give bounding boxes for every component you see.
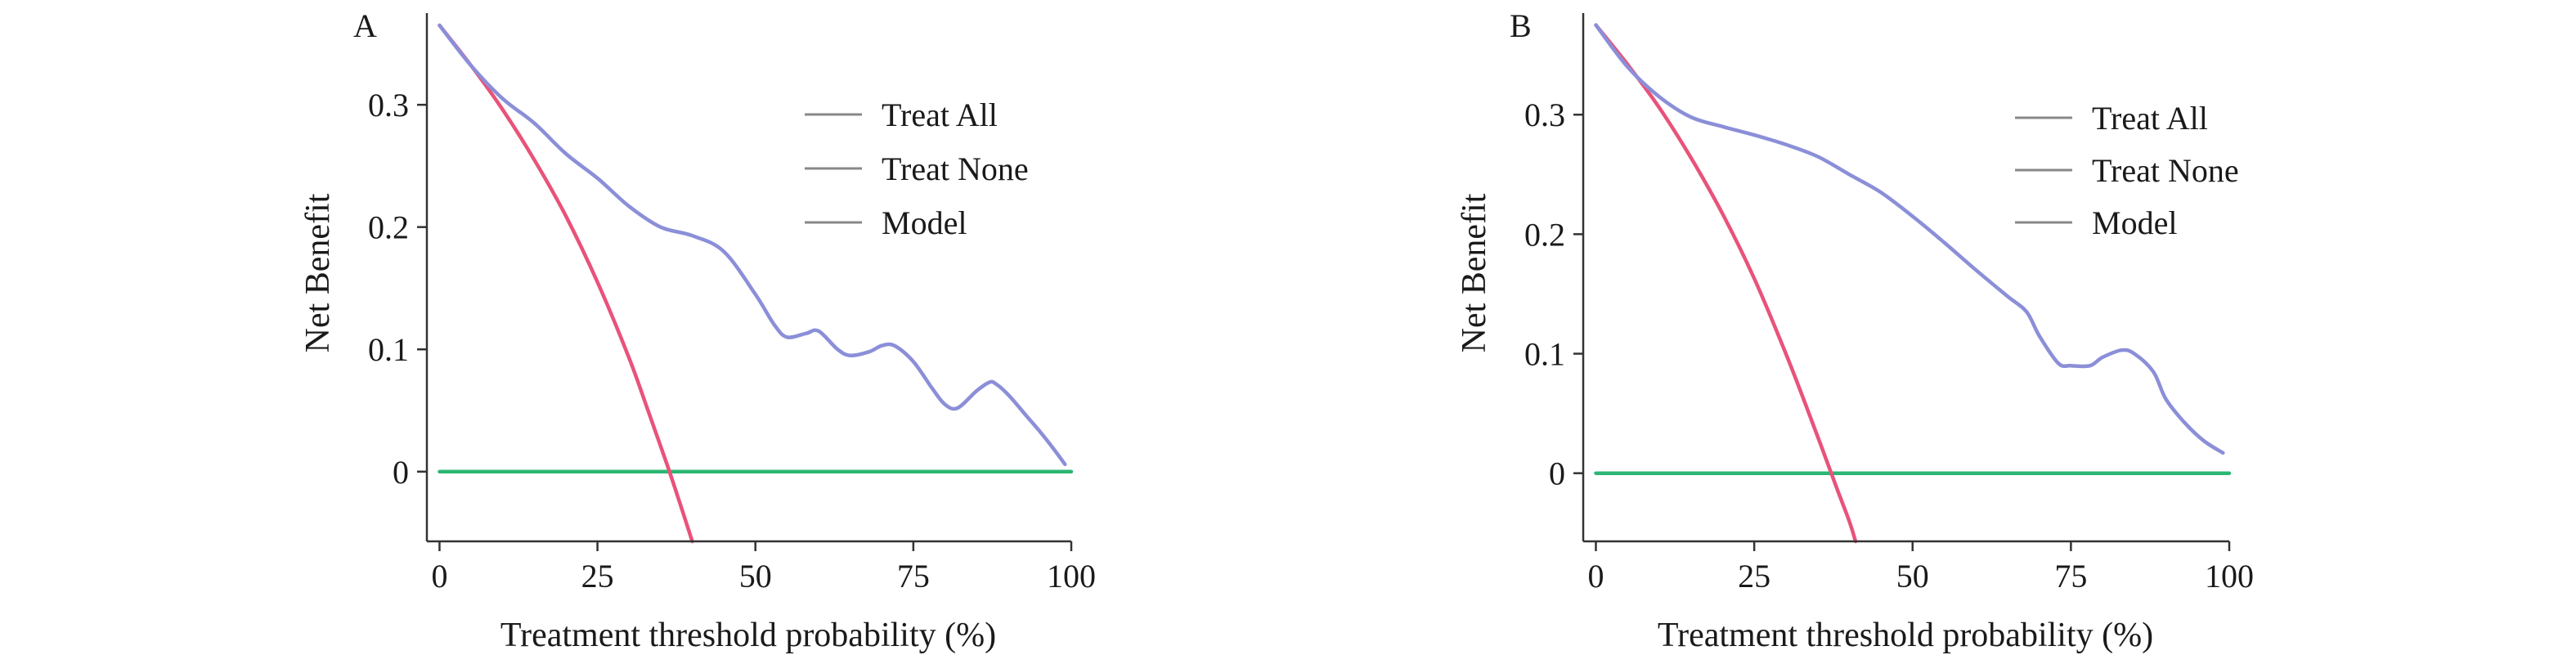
legend-item-model: Model [805,204,967,241]
panel-b-y-tick-label: 0 [1549,455,1565,492]
panel-a-x-tick-label: 0 [431,558,447,594]
panel-a-series-treat-all [438,23,694,544]
panel-a-ticks: 0 25 50 75 100 0 0.1 0.2 0.3 [368,87,1096,594]
legend-label-treat-all: Treat All [882,96,998,133]
panel-b-x-axis-title: Treatment threshold probability (%) [1658,617,2153,654]
panel-a-y-axis-title: Net Benefit [299,193,337,352]
panel-a-y-tick-label: 0.1 [368,331,409,368]
panel-b-series [1594,23,2232,544]
panel-a-x-tick-label: 25 [581,558,614,594]
panel-a: A Net Benefit Treatment threshold probab… [299,7,1096,654]
panel-b-y-tick-label: 0.2 [1524,216,1565,253]
panel-a-x-tick-label: 50 [739,558,772,594]
panel-b-y-axis-title: Net Benefit [1456,193,1493,352]
panel-a-x-axis-title: Treatment threshold probability (%) [500,617,996,654]
panel-b-x-tick-label: 75 [2054,558,2087,594]
panel-b-y-tick-label: 0.1 [1524,336,1565,373]
panel-b-letter: B [1510,7,1532,44]
panel-b-legend: Treat All Treat None Model [2015,100,2239,241]
panel-a-y-tick-label: 0 [393,454,409,491]
panel-a-series [438,23,1074,544]
legend-label-treat-none: Treat None [2092,152,2239,189]
panel-b-y-tick-label: 0.3 [1524,96,1565,133]
legend-item-treat-none: Treat None [805,150,1029,187]
panel-a-legend: Treat All Treat None Model [805,96,1029,241]
panel-b-series-model [1594,23,2225,455]
panel-a-x-tick-label: 75 [897,558,930,594]
panel-b: B Net Benefit Treatment threshold probab… [1456,7,2254,654]
panel-a-letter: A [353,7,377,44]
legend-item-treat-none: Treat None [2015,152,2239,189]
panel-b-series-treat-all [1594,23,1858,544]
legend-label-model: Model [882,204,967,241]
legend-label-treat-none: Treat None [882,150,1029,187]
legend-item-treat-all: Treat All [2015,100,2208,137]
panel-b-x-tick-label: 0 [1587,558,1604,594]
legend-label-treat-all: Treat All [2092,100,2208,137]
legend-item-treat-all: Treat All [805,96,998,133]
panel-a-y-tick-label: 0.3 [368,87,409,123]
panel-a-series-model [438,23,1067,467]
panel-a-x-tick-label: 100 [1047,558,1096,594]
panel-b-x-tick-label: 50 [1896,558,1929,594]
legend-item-model: Model [2015,204,2177,241]
panel-b-x-tick-label: 25 [1738,558,1770,594]
panel-b-x-tick-label: 100 [2205,558,2254,594]
panel-b-ticks: 0 25 50 75 100 0 0.1 0.2 0.3 [1524,96,2254,594]
legend-label-model: Model [2092,204,2177,241]
panel-a-y-tick-label: 0.2 [368,209,409,246]
